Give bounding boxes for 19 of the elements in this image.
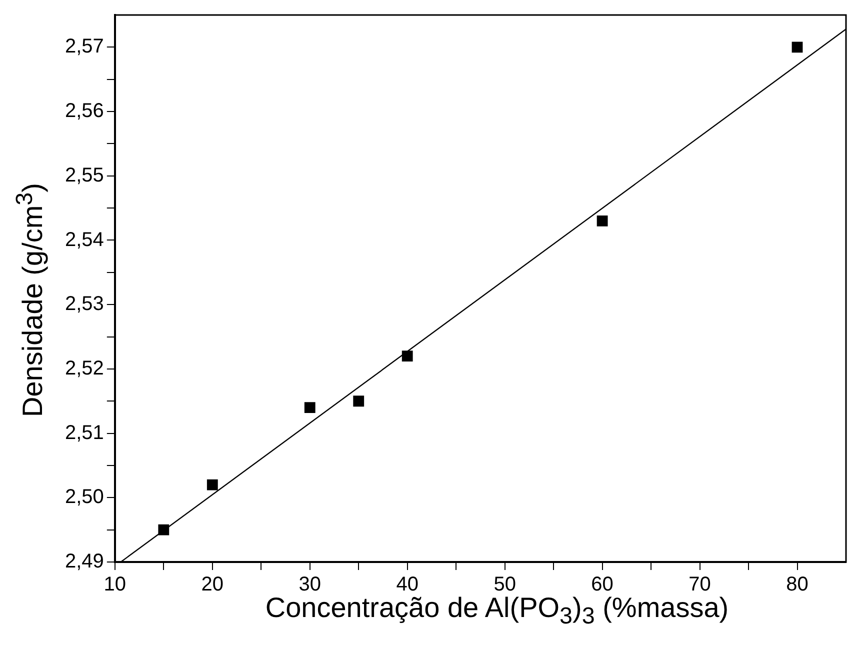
x-tick-label: 80 bbox=[786, 574, 808, 596]
point bbox=[353, 396, 364, 407]
x-tick-label: 20 bbox=[201, 574, 224, 596]
y-tick-label: 2,49 bbox=[64, 550, 104, 573]
point bbox=[158, 524, 170, 536]
point bbox=[206, 479, 218, 490]
point bbox=[792, 42, 803, 53]
y-tick-label: 2,50 bbox=[64, 486, 104, 508]
point bbox=[304, 402, 316, 414]
y-tick-label: 2,56 bbox=[64, 100, 104, 122]
point bbox=[596, 215, 608, 226]
y-tick-label: 2,51 bbox=[64, 422, 104, 444]
y-tick-label: 2,54 bbox=[64, 228, 104, 251]
y-tick-label: 2,57 bbox=[64, 36, 104, 58]
y-tick-label: 2,55 bbox=[64, 164, 104, 186]
y-tick-label: 2,53 bbox=[64, 293, 104, 316]
x-tick-label: 10 bbox=[104, 574, 126, 596]
point bbox=[402, 350, 413, 362]
y-tick-label: 2,52 bbox=[64, 357, 104, 380]
